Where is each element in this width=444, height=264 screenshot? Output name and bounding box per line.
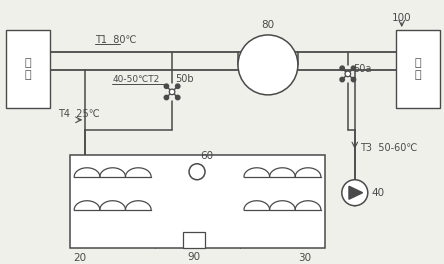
Circle shape	[169, 89, 175, 95]
Text: 热
源: 热 源	[25, 58, 32, 80]
Circle shape	[351, 66, 356, 70]
Text: 60: 60	[200, 151, 213, 161]
Text: 30: 30	[298, 253, 311, 263]
Bar	[6, 30, 50, 108]
Circle shape	[238, 35, 298, 95]
Circle shape	[342, 180, 368, 206]
Bar	[183, 232, 205, 248]
Circle shape	[175, 95, 180, 100]
Bar	[396, 30, 440, 108]
Text: T1  80℃: T1 80℃	[95, 35, 137, 45]
Text: 40: 40	[372, 188, 385, 198]
Text: 50b: 50b	[175, 74, 194, 84]
Text: 40-50℃T2: 40-50℃T2	[112, 76, 159, 84]
Circle shape	[189, 164, 205, 180]
Bar	[70, 155, 325, 248]
Circle shape	[340, 77, 345, 82]
Circle shape	[164, 84, 169, 88]
Text: 90: 90	[187, 252, 201, 262]
Text: 100: 100	[392, 13, 412, 23]
Circle shape	[351, 77, 356, 82]
Text: 50a: 50a	[353, 64, 371, 74]
Text: 80: 80	[262, 20, 274, 30]
Text: 建
筑: 建 筑	[414, 58, 421, 80]
Circle shape	[340, 66, 345, 70]
Circle shape	[164, 95, 169, 100]
Circle shape	[345, 71, 351, 77]
Polygon shape	[349, 186, 363, 199]
Circle shape	[175, 84, 180, 88]
Text: 20: 20	[74, 253, 87, 263]
Text: T4  25℃: T4 25℃	[58, 109, 100, 119]
Text: T3  50-60℃: T3 50-60℃	[360, 143, 417, 153]
